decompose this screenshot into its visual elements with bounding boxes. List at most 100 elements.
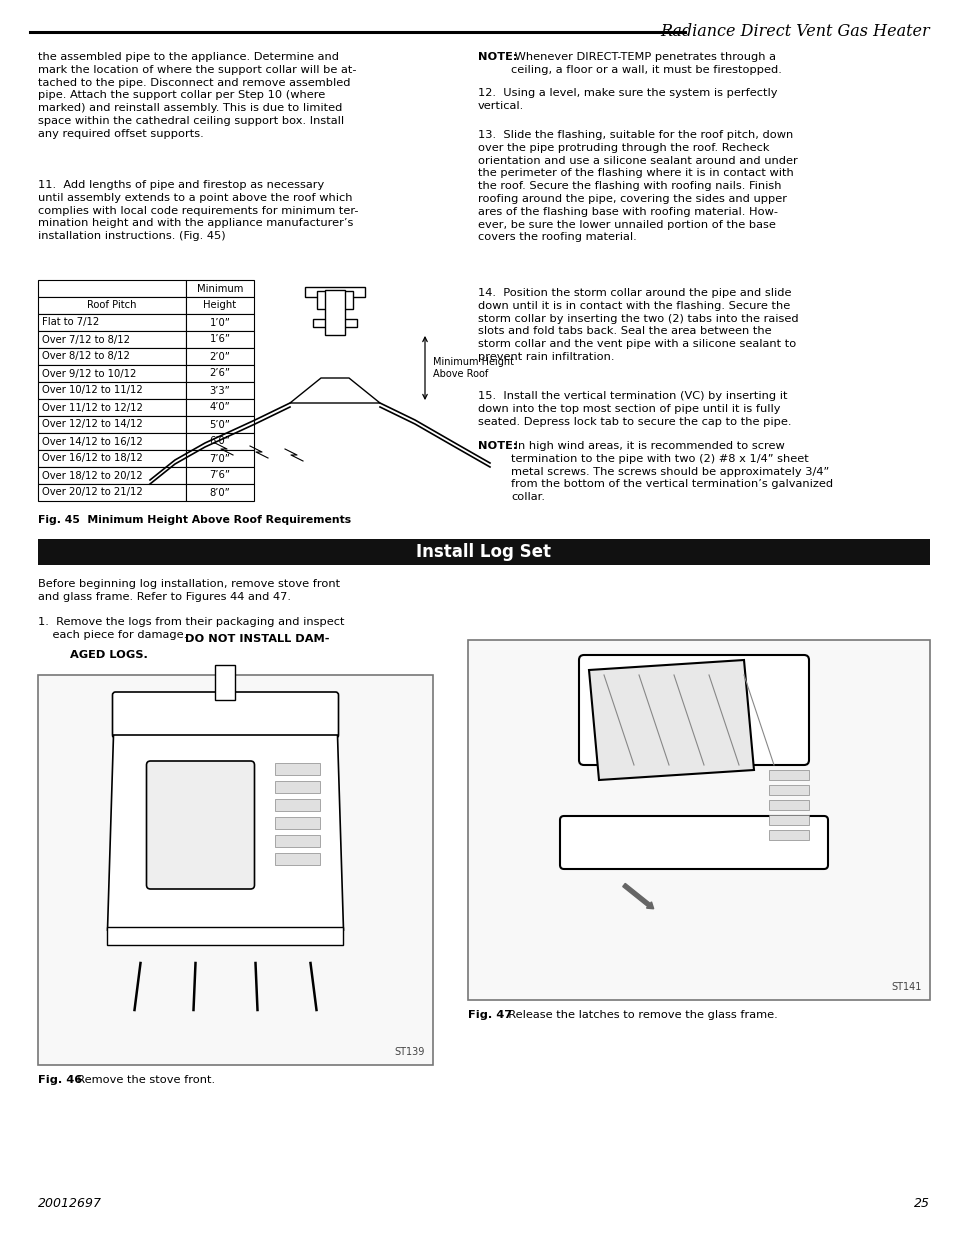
Text: Release the latches to remove the glass frame.: Release the latches to remove the glass … xyxy=(500,1010,777,1020)
Bar xyxy=(186,467,253,484)
Text: 12.  Using a level, make sure the system is perfectly
vertical.: 12. Using a level, make sure the system … xyxy=(477,88,777,111)
Text: Fig. 46: Fig. 46 xyxy=(38,1074,82,1086)
Bar xyxy=(38,296,186,314)
FancyBboxPatch shape xyxy=(559,816,827,869)
Text: 2’0”: 2’0” xyxy=(210,352,231,362)
Text: Minimum Height
Above Roof: Minimum Height Above Roof xyxy=(433,357,514,379)
Text: Over 16/12 to 18/12: Over 16/12 to 18/12 xyxy=(42,453,143,463)
Text: Over 11/12 to 12/12: Over 11/12 to 12/12 xyxy=(42,403,143,412)
Bar xyxy=(38,280,186,296)
Text: Remove the stove front.: Remove the stove front. xyxy=(70,1074,214,1086)
Text: 1.  Remove the logs from their packaging and inspect
    each piece for damage.: 1. Remove the logs from their packaging … xyxy=(38,618,344,640)
FancyBboxPatch shape xyxy=(578,655,808,764)
Bar xyxy=(186,366,253,382)
Bar xyxy=(768,769,808,781)
Text: NOTE:: NOTE: xyxy=(477,52,517,62)
Text: Over 20/12 to 21/12: Over 20/12 to 21/12 xyxy=(42,488,143,498)
Text: 14.  Position the storm collar around the pipe and slide
down until it is in con: 14. Position the storm collar around the… xyxy=(477,288,798,362)
Bar xyxy=(186,416,253,433)
Bar xyxy=(186,331,253,348)
Bar xyxy=(38,538,929,564)
Polygon shape xyxy=(108,735,343,930)
Bar xyxy=(275,781,320,793)
Text: Roof Pitch: Roof Pitch xyxy=(87,300,136,310)
Text: Over 8/12 to 8/12: Over 8/12 to 8/12 xyxy=(42,352,130,362)
Bar xyxy=(275,763,320,776)
Text: 2’6”: 2’6” xyxy=(210,368,231,378)
Bar xyxy=(468,640,929,1000)
Bar xyxy=(38,399,186,416)
Text: 4’0”: 4’0” xyxy=(210,403,230,412)
Text: the assembled pipe to the appliance. Determine and
mark the location of where th: the assembled pipe to the appliance. Det… xyxy=(38,52,356,138)
FancyBboxPatch shape xyxy=(112,692,338,739)
Bar xyxy=(275,799,320,811)
Bar xyxy=(38,314,186,331)
FancyBboxPatch shape xyxy=(147,761,254,889)
Bar xyxy=(38,467,186,484)
Bar xyxy=(275,835,320,847)
Bar xyxy=(38,416,186,433)
Text: Over 9/12 to 10/12: Over 9/12 to 10/12 xyxy=(42,368,136,378)
Bar xyxy=(38,331,186,348)
Bar xyxy=(215,664,235,700)
Bar xyxy=(186,280,253,296)
Bar xyxy=(38,382,186,399)
Text: 15.  Install the vertical termination (VC) by inserting it
down into the top mos: 15. Install the vertical termination (VC… xyxy=(477,391,791,440)
Text: 7’0”: 7’0” xyxy=(210,453,231,463)
Text: ST141: ST141 xyxy=(891,982,921,992)
Bar xyxy=(768,800,808,810)
Bar xyxy=(313,319,356,327)
Text: Radiance Direct Vent Gas Heater: Radiance Direct Vent Gas Heater xyxy=(659,23,929,41)
Bar xyxy=(186,296,253,314)
Text: Fig. 47: Fig. 47 xyxy=(468,1010,512,1020)
Text: Whenever DIRECT-TEMP penetrates through a
ceiling, a floor or a wall, it must be: Whenever DIRECT-TEMP penetrates through … xyxy=(511,52,781,75)
Bar xyxy=(186,348,253,366)
Bar xyxy=(316,291,353,309)
Bar xyxy=(186,314,253,331)
Bar xyxy=(325,290,345,335)
Text: Over 10/12 to 11/12: Over 10/12 to 11/12 xyxy=(42,385,143,395)
Bar xyxy=(768,830,808,840)
Bar xyxy=(38,348,186,366)
Bar xyxy=(38,450,186,467)
Text: 1’0”: 1’0” xyxy=(210,317,231,327)
Bar xyxy=(38,366,186,382)
Bar xyxy=(186,382,253,399)
Text: Over 14/12 to 16/12: Over 14/12 to 16/12 xyxy=(42,436,143,447)
Bar xyxy=(768,785,808,795)
Text: 6’0”: 6’0” xyxy=(210,436,231,447)
Bar xyxy=(768,815,808,825)
Bar xyxy=(186,433,253,450)
Polygon shape xyxy=(290,378,379,403)
Text: 1’6”: 1’6” xyxy=(210,335,231,345)
Text: 3’3”: 3’3” xyxy=(210,385,230,395)
FancyArrow shape xyxy=(622,883,653,909)
Text: Over 7/12 to 8/12: Over 7/12 to 8/12 xyxy=(42,335,130,345)
Bar xyxy=(186,399,253,416)
Polygon shape xyxy=(588,659,753,781)
Text: 13.  Slide the flashing, suitable for the roof pitch, down
over the pipe protrud: 13. Slide the flashing, suitable for the… xyxy=(477,130,797,242)
Text: Before beginning log installation, remove stove front
and glass frame. Refer to : Before beginning log installation, remov… xyxy=(38,579,340,601)
Bar xyxy=(275,818,320,829)
Text: 5’0”: 5’0” xyxy=(210,420,231,430)
Bar xyxy=(186,450,253,467)
Bar xyxy=(275,853,320,864)
Text: NOTE:: NOTE: xyxy=(477,441,517,451)
Bar xyxy=(38,676,433,1065)
Bar xyxy=(305,287,365,296)
Text: Install Log Set: Install Log Set xyxy=(416,543,551,561)
Bar xyxy=(38,433,186,450)
Text: DO NOT INSTALL DAM-: DO NOT INSTALL DAM- xyxy=(185,634,329,643)
Text: Minimum: Minimum xyxy=(196,284,243,294)
Text: 7’6”: 7’6” xyxy=(210,471,231,480)
Text: Flat to 7/12: Flat to 7/12 xyxy=(42,317,99,327)
Bar xyxy=(108,927,343,945)
Bar xyxy=(38,484,186,501)
Text: In high wind areas, it is recommended to screw
termination to the pipe with two : In high wind areas, it is recommended to… xyxy=(511,441,832,503)
Text: AGED LOGS.: AGED LOGS. xyxy=(70,650,148,659)
Text: Over 18/12 to 20/12: Over 18/12 to 20/12 xyxy=(42,471,143,480)
Text: 8’0”: 8’0” xyxy=(210,488,230,498)
Text: 11.  Add lengths of pipe and firestop as necessary
until assembly extends to a p: 11. Add lengths of pipe and firestop as … xyxy=(38,180,358,241)
Text: ST139: ST139 xyxy=(395,1047,424,1057)
Text: Over 12/12 to 14/12: Over 12/12 to 14/12 xyxy=(42,420,143,430)
